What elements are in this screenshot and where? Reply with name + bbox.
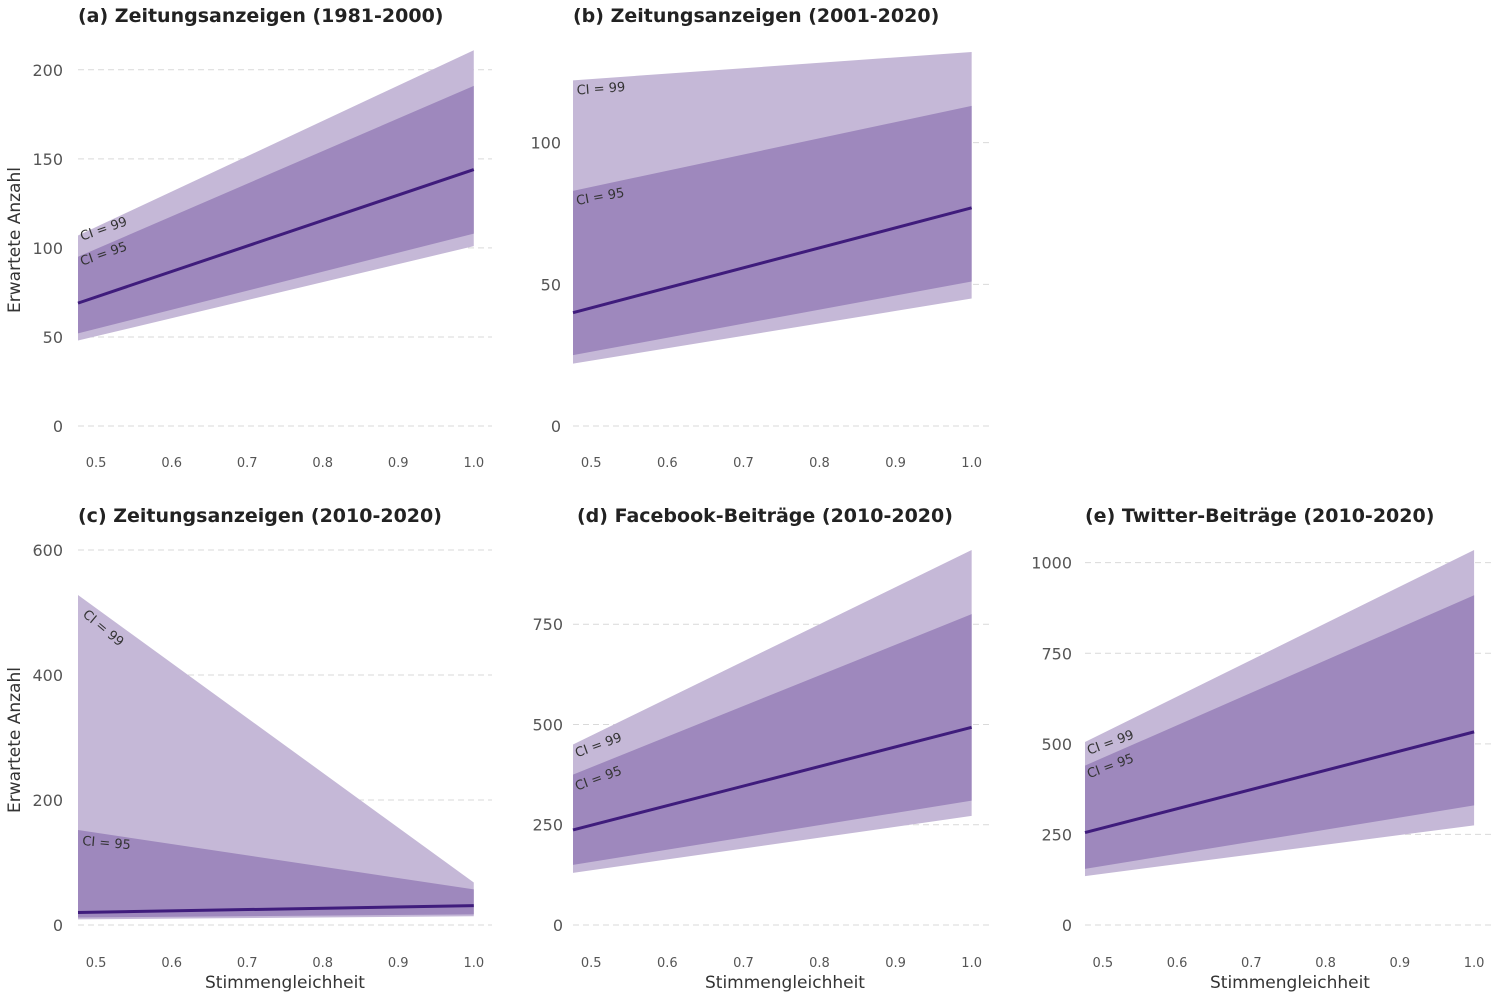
y-tick-e-3: 750 [1041, 644, 1072, 663]
y-axis-label-top: Erwartete Anzahl [5, 167, 25, 313]
panel-title-b: (b) Zeitungsanzeigen (2001-2020) [573, 5, 939, 27]
x-tick-a-5: 1.0 [463, 456, 484, 471]
x-tick-b-5: 1.0 [961, 456, 982, 471]
panel-a: (a) Zeitungsanzeigen (1981-2000) 0 50 100 15… [32, 5, 492, 471]
estimate-line-c [77, 904, 474, 914]
y-tick-d-2: 500 [532, 715, 563, 734]
y-tick-b-2: 100 [530, 134, 561, 153]
x-tick-d-1: 0.6 [657, 956, 678, 971]
x-tick-d-0: 0.5 [581, 956, 602, 971]
x-tick-d-4: 0.9 [885, 956, 906, 971]
x-axis-label-c: Stimmengleichheit [205, 973, 365, 993]
ci-band-95-a [78, 85, 474, 334]
y-tick-c-0: 0 [53, 916, 63, 935]
x-tick-d-2: 0.7 [733, 956, 754, 971]
x-tick-b-3: 0.8 [809, 456, 830, 471]
x-tick-e-5: 1.0 [1464, 956, 1485, 971]
x-tick-b-2: 0.7 [733, 456, 754, 471]
panel-d: (d) Facebook-Beiträge (2010-2020) 0 250 500… [532, 505, 990, 971]
x-tick-e-4: 0.9 [1389, 956, 1410, 971]
y-tick-b-1: 50 [541, 275, 561, 294]
ci-band-99-c [78, 595, 474, 920]
y-tick-d-1: 250 [532, 816, 563, 835]
panel-e: (e) Twitter-Beiträge (2010-2020) 0 250 500 7… [1031, 505, 1492, 971]
y-tick-d-3: 750 [532, 615, 563, 634]
ci-label-95-c: CI = 95 [82, 834, 132, 853]
x-tick-d-3: 0.8 [809, 956, 830, 971]
x-tick-e-0: 0.5 [1092, 956, 1113, 971]
y-tick-a-4: 200 [32, 61, 63, 80]
x-tick-c-2: 0.7 [237, 956, 258, 971]
y-tick-e-0: 0 [1062, 916, 1072, 935]
estimate-line-a [77, 168, 475, 305]
ci-band-95-b [573, 105, 972, 356]
y-tick-c-2: 400 [32, 666, 63, 685]
ci-band-95-d [573, 614, 972, 865]
y-tick-c-1: 200 [32, 791, 63, 810]
panel-c: (c) Zeitungsanzeigen (2010-2020) 0 200 400 6… [32, 505, 492, 971]
x-tick-c-0: 0.5 [86, 956, 107, 971]
x-tick-b-0: 0.5 [581, 456, 602, 471]
x-tick-b-4: 0.9 [885, 456, 906, 471]
x-tick-e-2: 0.7 [1241, 956, 1262, 971]
panel-b: (b) Zeitungsanzeigen (2001-2020) 0 50 100 0.… [530, 5, 990, 471]
x-tick-a-2: 0.7 [237, 456, 258, 471]
x-tick-e-1: 0.6 [1167, 956, 1188, 971]
y-tick-c-3: 600 [32, 541, 63, 560]
y-tick-a-2: 100 [32, 239, 63, 258]
x-tick-a-4: 0.9 [388, 456, 409, 471]
y-tick-a-1: 50 [43, 328, 63, 347]
y-axis-label-bottom: Erwartete Anzahl [5, 667, 25, 813]
estimate-line-e [1084, 730, 1475, 835]
x-tick-c-3: 0.8 [312, 956, 333, 971]
x-tick-d-5: 1.0 [961, 956, 982, 971]
y-tick-a-3: 150 [32, 150, 63, 169]
panel-title-d: (d) Facebook-Beiträge (2010-2020) [577, 505, 953, 527]
x-tick-b-1: 0.6 [657, 456, 678, 471]
estimate-line-d [572, 725, 973, 832]
ci-band-95-c [78, 830, 474, 918]
y-tick-d-0: 0 [553, 916, 563, 935]
ci-label-99-b: CI = 99 [576, 80, 626, 98]
x-tick-c-1: 0.6 [161, 956, 182, 971]
x-tick-c-4: 0.9 [388, 956, 409, 971]
y-tick-e-2: 500 [1041, 735, 1072, 754]
x-tick-a-1: 0.6 [161, 456, 182, 471]
panel-title-e: (e) Twitter-Beiträge (2010-2020) [1085, 505, 1434, 527]
x-tick-c-5: 1.0 [463, 956, 484, 971]
estimate-line-b [572, 206, 973, 315]
x-tick-a-0: 0.5 [86, 456, 107, 471]
ci-band-95-e [1085, 595, 1475, 869]
panel-title-a: (a) Zeitungsanzeigen (1981-2000) [78, 5, 443, 27]
y-tick-a-0: 0 [53, 417, 63, 436]
y-tick-e-4: 1000 [1031, 554, 1072, 573]
x-tick-e-3: 0.8 [1315, 956, 1336, 971]
y-tick-e-1: 250 [1041, 825, 1072, 844]
panel-title-c: (c) Zeitungsanzeigen (2010-2020) [78, 505, 442, 527]
x-tick-a-3: 0.8 [312, 456, 333, 471]
x-axis-label-e: Stimmengleichheit [1210, 973, 1370, 993]
y-tick-b-0: 0 [551, 417, 561, 436]
x-axis-label-d: Stimmengleichheit [705, 973, 865, 993]
